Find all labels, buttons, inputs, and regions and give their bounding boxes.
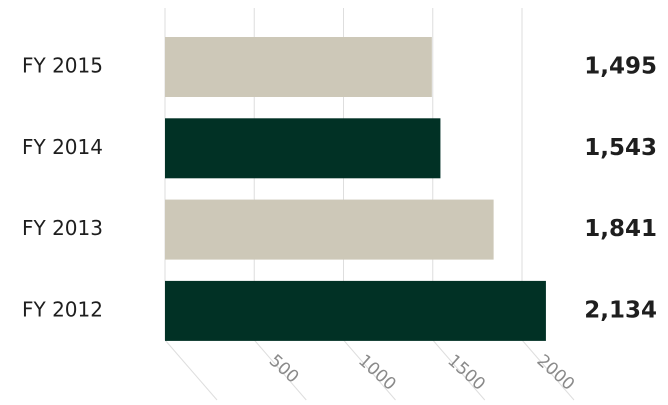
value-label: 1,543 — [584, 135, 657, 161]
bar-fy-2014 — [165, 118, 441, 179]
bar-fy-2013 — [165, 199, 494, 260]
value-labels: 1,495 1,543 1,841 2,134 — [584, 54, 657, 324]
x-tick-label: 1500 — [443, 351, 489, 395]
value-label: 2,134 — [584, 297, 657, 323]
bar-fy-2012 — [165, 280, 546, 341]
gridline-foot-500 — [253, 339, 307, 401]
x-tick-label: 2000 — [533, 351, 579, 395]
category-label: FY 2014 — [22, 135, 103, 159]
value-label: 1,841 — [584, 216, 657, 242]
gridline-foot-2000 — [521, 339, 575, 401]
bars — [165, 37, 546, 341]
x-tick-label: 500 — [265, 351, 302, 388]
bar-fy-2015 — [165, 37, 432, 97]
gridline-foot-0 — [164, 339, 218, 401]
category-label: FY 2015 — [22, 54, 103, 78]
value-label: 1,495 — [584, 54, 657, 80]
category-labels: FY 2015 FY 2014 FY 2013 FY 2012 — [22, 54, 103, 322]
category-label: FY 2013 — [22, 216, 103, 240]
gridline-foot-1000 — [343, 339, 396, 401]
x-tick-label: 1000 — [354, 351, 400, 395]
x-axis-tick-labels: 500 1000 1500 2000 — [265, 351, 578, 395]
gridline-foot-1500 — [432, 339, 486, 401]
category-label: FY 2012 — [22, 297, 103, 321]
